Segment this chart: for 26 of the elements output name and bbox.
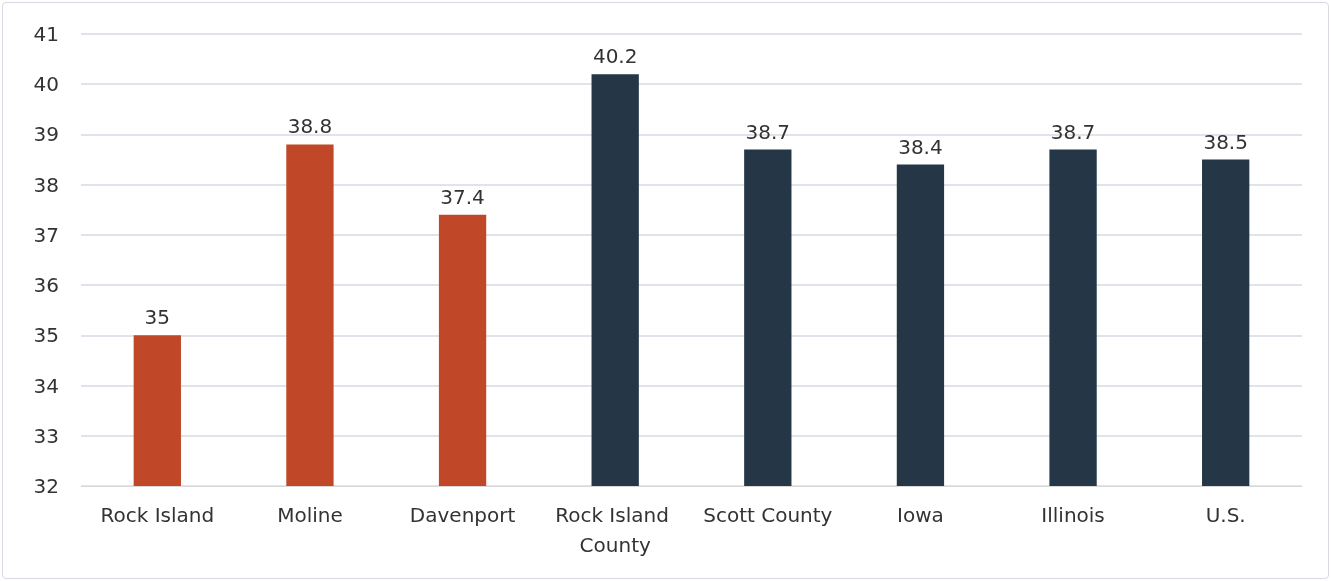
data-label: 35 [144, 305, 171, 330]
data-label: 40.2 [592, 44, 638, 69]
y-tick-label: 40 [33, 72, 59, 97]
y-tick-label: 34 [33, 373, 59, 398]
x-tick-label: Davenport [409, 503, 516, 527]
y-tick-label: 39 [33, 122, 59, 147]
data-label: 38.7 [1050, 119, 1096, 144]
y-tick-label: 35 [33, 323, 59, 348]
y-tick-label: 33 [33, 423, 59, 448]
x-tick-label: Rock Island County [555, 503, 676, 557]
data-label: 37.4 [440, 184, 485, 209]
x-tick-label: Rock Island [100, 503, 215, 527]
data-label: 38.7 [745, 119, 791, 144]
data-label: 38.4 [898, 134, 943, 159]
x-tick-label: Scott County [703, 503, 833, 527]
data-label: 38.8 [287, 114, 333, 139]
x-tick-label: Iowa [897, 503, 944, 527]
y-tick-label: 37 [33, 222, 59, 247]
y-tick-label: 38 [33, 172, 59, 197]
data-label: 38.5 [1203, 129, 1248, 154]
x-tick-label: Moline [277, 503, 343, 527]
y-tick-label: 41 [33, 22, 59, 46]
y-tick-label: 32 [33, 474, 59, 498]
x-tick-label: Illinois [1041, 503, 1105, 527]
x-tick-label: U.S. [1205, 503, 1246, 527]
y-tick-label: 36 [33, 273, 59, 298]
